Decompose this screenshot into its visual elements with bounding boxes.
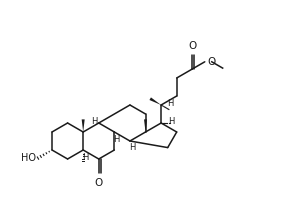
Text: H: H (82, 154, 88, 163)
Text: O: O (188, 41, 196, 51)
Text: O: O (95, 178, 103, 189)
Text: H: H (168, 117, 175, 125)
Text: H: H (129, 144, 135, 153)
Text: HO: HO (21, 153, 36, 163)
Polygon shape (144, 119, 147, 132)
Text: O: O (208, 57, 216, 67)
Polygon shape (149, 97, 161, 105)
Text: H: H (92, 117, 98, 125)
Polygon shape (82, 119, 85, 132)
Text: H: H (167, 99, 173, 108)
Text: H: H (113, 135, 119, 144)
